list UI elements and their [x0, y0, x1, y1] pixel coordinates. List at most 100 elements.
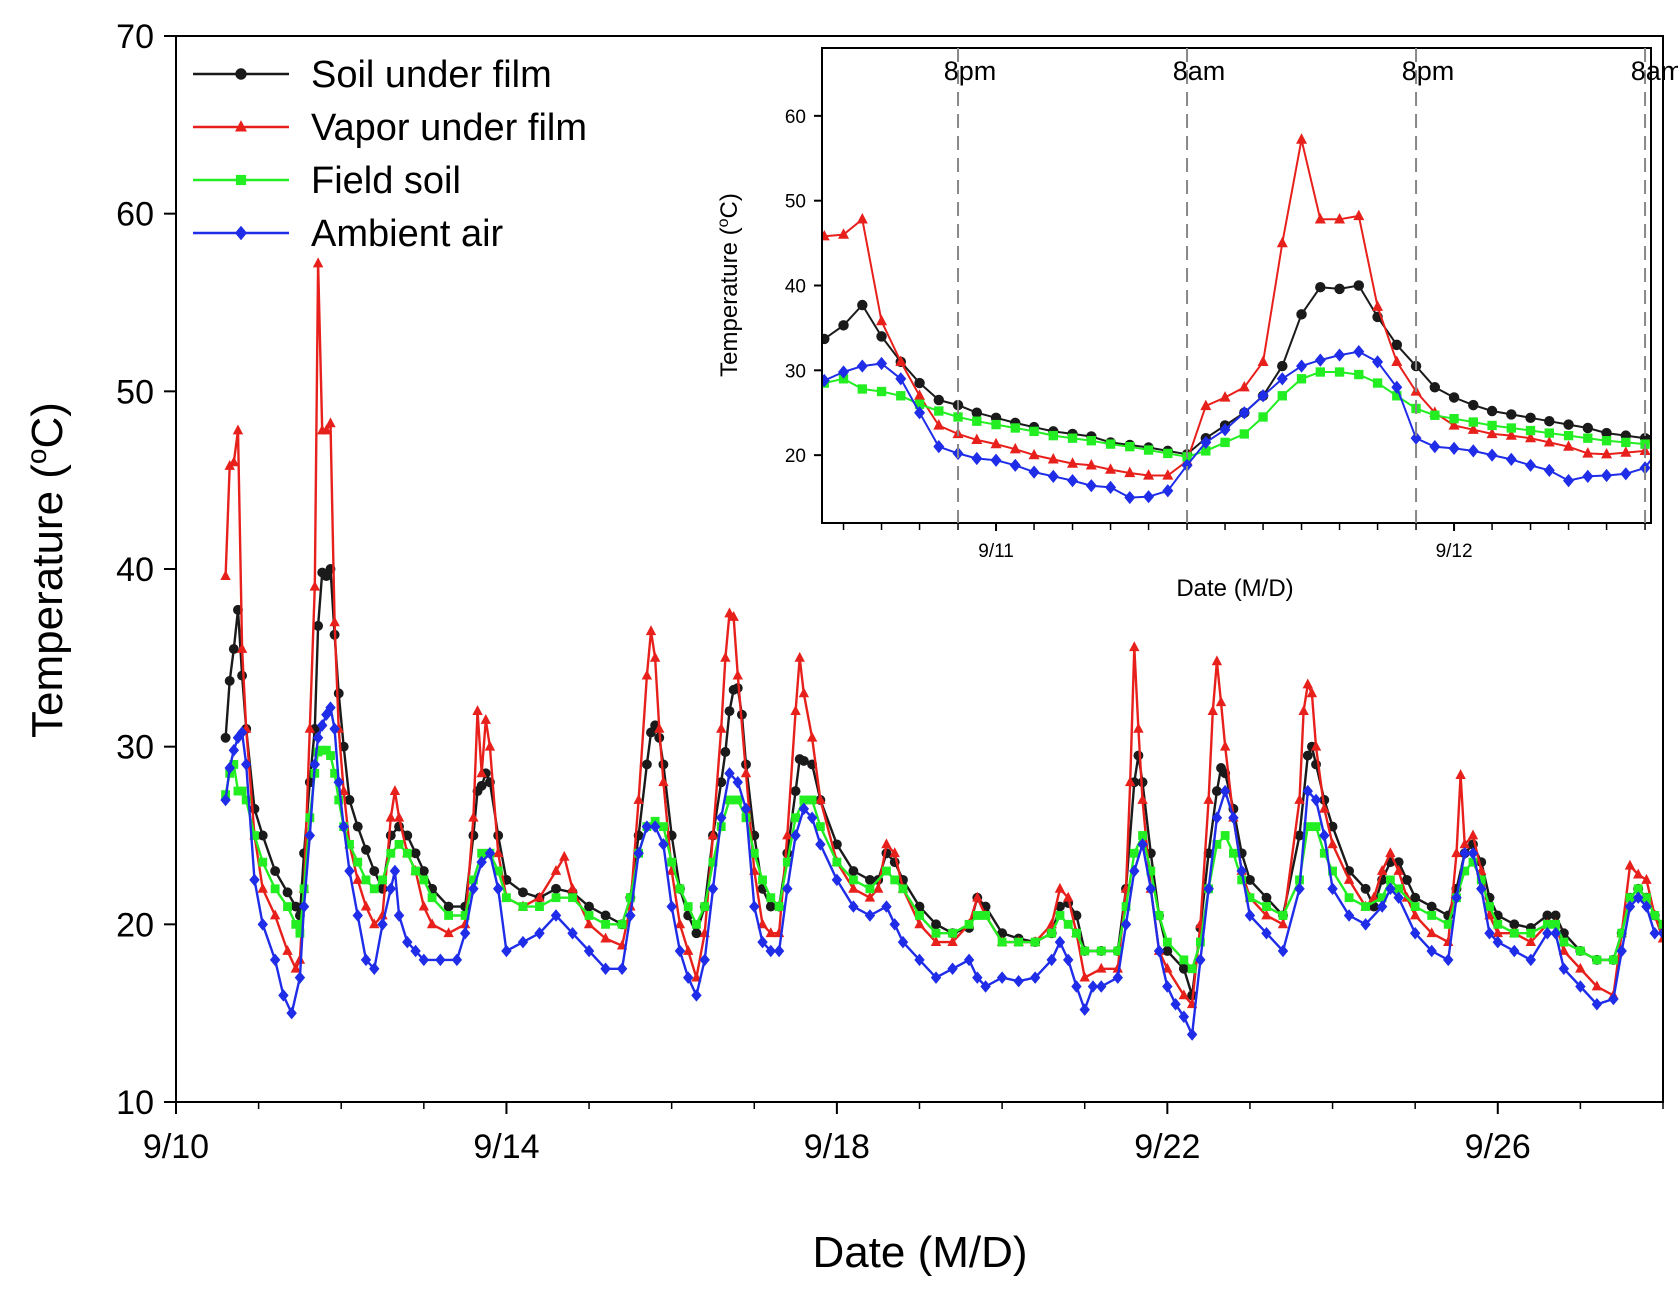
data-point-field-soil-82 [981, 911, 991, 920]
data-point-ambient-air-14 [309, 758, 320, 771]
data-point-soil-under-film-76 [798, 755, 809, 766]
data-point-vapor-under-film-84 [881, 838, 892, 849]
data-point-vapor-under-film-17 [1143, 469, 1155, 480]
data-point-ambient-air-42 [1620, 467, 1632, 481]
data-point-field-soil-75 [890, 875, 900, 885]
data-point-field-soil-26 [378, 875, 387, 885]
data-point-ambient-air-96 [1129, 864, 1140, 878]
data-point-ambient-air-36 [468, 882, 479, 896]
data-point-ambient-air-58 [707, 882, 719, 896]
data-point-ambient-air-38 [1543, 463, 1555, 478]
data-point-vapor-under-film-2 [856, 213, 868, 224]
main-axes: 10 20 30 40 50 60 70 9/10 9/14 9/18 9/22 9/26 [116, 18, 1664, 1166]
data-point-vapor-under-film-104 [1124, 776, 1136, 787]
data-point-field-soil-32 [427, 893, 437, 903]
data-point-soil-under-film-46 [584, 901, 594, 912]
data-point-field-soil-127 [1485, 902, 1494, 911]
data-point-ambient-air-44 [567, 926, 578, 940]
main-y-axis-title-part: Temperature ( [23, 464, 72, 738]
data-point-soil-under-film-33 [443, 901, 454, 912]
x-tick-label: 9/10 [143, 1128, 209, 1166]
data-point-field-soil-119 [1394, 884, 1404, 894]
data-point-field-soil-65 [774, 902, 784, 911]
data-point-ambient-air-109 [1236, 864, 1247, 878]
data-point-vapor-under-film-41 [1601, 447, 1613, 459]
data-point-field-soil-8 [270, 884, 280, 894]
data-point-ambient-air-75 [881, 900, 892, 913]
data-point-ambient-air-12 [1047, 469, 1059, 483]
data-point-vapor-under-film-128 [1310, 740, 1322, 751]
data-point-vapor-under-film-14 [1085, 458, 1097, 470]
data-point-vapor-under-film-36 [1505, 429, 1517, 440]
data-point-soil-under-film-74 [790, 786, 801, 797]
data-point-field-soil-115 [1344, 893, 1354, 903]
data-point-field-soil-2 [229, 760, 239, 769]
data-point-field-soil-101 [1195, 937, 1205, 947]
data-point-field-soil-67 [791, 813, 801, 823]
data-point-ambient-air-13 [304, 829, 316, 842]
data-point-soil-under-film-41 [1601, 427, 1612, 439]
data-point-ambient-air-3 [876, 356, 888, 371]
series-line-ambient-air [224, 706, 1663, 1036]
data-point-vapor-under-film-55 [649, 651, 661, 662]
data-point-ambient-air-10 [1009, 458, 1021, 472]
data-point-ambient-air-56 [691, 989, 702, 1002]
data-point-ambient-air-71 [815, 838, 826, 851]
data-point-field-soil-140 [1642, 893, 1651, 903]
data-point-field-soil-114 [1328, 866, 1337, 876]
data-point-field-soil-113 [1319, 848, 1329, 858]
data-point-vapor-under-film-27 [385, 811, 396, 822]
data-point-vapor-under-film-6 [933, 419, 945, 430]
data-point-field-soil-4 [237, 786, 247, 796]
data-point-ambient-air-47 [616, 962, 628, 975]
data-point-ambient-air-37 [476, 855, 487, 869]
x-tick-label: 9/14 [473, 1128, 539, 1166]
data-point-vapor-under-film-27 [1334, 213, 1346, 224]
data-point-vapor-under-film-42 [1620, 446, 1632, 457]
data-point-field-soil-9 [991, 419, 1001, 430]
data-point-ambient-air-26 [377, 918, 388, 931]
data-point-field-soil-24 [361, 875, 371, 885]
data-point-vapor-under-film-36 [468, 811, 479, 822]
data-point-ambient-air-27 [1334, 348, 1346, 362]
data-point-vapor-under-film-10 [1009, 442, 1021, 454]
data-point-ambient-air-43 [550, 909, 562, 922]
data-point-ambient-air-22 [344, 864, 355, 878]
data-point-ambient-air-70 [806, 811, 818, 824]
data-point-field-soil-26 [1315, 367, 1325, 377]
data-point-soil-under-film-24 [1277, 360, 1288, 372]
y-tick-label: 70 [116, 18, 154, 56]
data-point-ambient-air-41 [1601, 468, 1613, 483]
data-point-field-soil-135 [1592, 955, 1602, 965]
data-point-vapor-under-film-123 [1277, 918, 1289, 929]
data-point-ambient-air-95 [1120, 918, 1132, 931]
y-tick-label: 50 [116, 373, 154, 411]
data-point-vapor-under-film-107 [1137, 793, 1148, 804]
data-point-vapor-under-film-34 [443, 927, 454, 938]
data-point-vapor-under-film-87 [914, 918, 925, 929]
data-point-field-soil-35 [468, 875, 478, 885]
legend-label-soil-under-film: Soil under film [311, 54, 552, 96]
data-point-field-soil-129 [1509, 928, 1519, 938]
data-point-ambient-air-59 [716, 811, 727, 824]
data-point-field-soil-88 [1063, 919, 1073, 929]
data-point-soil-under-film-63 [720, 747, 731, 757]
data-point-field-soil-89 [1072, 928, 1081, 938]
data-point-field-soil-30 [411, 866, 420, 876]
data-point-field-soil-118 [1385, 875, 1395, 885]
main-y-axis-title: Temperature (oC) [21, 402, 72, 738]
data-point-ambient-air-24 [360, 953, 372, 967]
data-point-field-soil-20 [1201, 446, 1211, 456]
data-point-field-soil-45 [601, 919, 610, 929]
data-point-field-soil-42 [551, 893, 561, 903]
data-point-soil-under-film-8 [971, 407, 983, 418]
data-point-vapor-under-film-22 [1238, 380, 1250, 392]
series-ambient-air [220, 701, 1663, 1041]
data-point-field-soil-23 [353, 857, 363, 867]
data-point-ambient-air-51 [649, 820, 661, 833]
data-point-soil-under-film-104 [1133, 750, 1144, 761]
data-point-field-soil-94 [1129, 848, 1139, 858]
data-point-vapor-under-film-30 [1391, 355, 1403, 366]
data-point-ambient-air-77 [897, 935, 909, 949]
